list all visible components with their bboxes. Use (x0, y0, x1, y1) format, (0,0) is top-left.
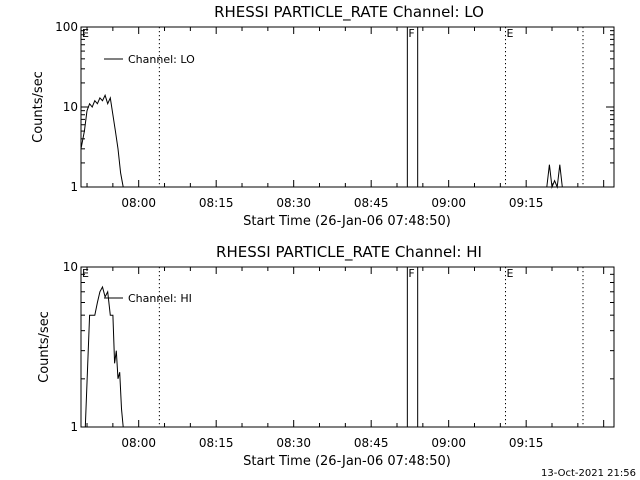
x-tick-label-0: 08:00 (121, 196, 156, 210)
x-tick-label-4: 09:00 (431, 196, 466, 210)
series-lo (80, 93, 563, 189)
annotation-2: E (507, 27, 514, 40)
panel-hi: RHESSI PARTICLE_RATE Channel: HI 08:00 08… (37, 243, 615, 469)
annotation-1: F (408, 267, 414, 280)
x-ticks-hi: 08:00 08:15 08:30 08:45 09:00 09:15 (86, 267, 605, 450)
series-line-0 (84, 285, 124, 428)
y-tick-label-1: 10 (63, 100, 78, 114)
legend-label-lo: Channel: LO (128, 53, 195, 66)
y-ticks-lo: 1 10 100 (55, 20, 614, 194)
series-line-0 (80, 93, 124, 188)
x-tick-label-5: 09:15 (509, 436, 544, 450)
chart-title-lo: RHESSI PARTICLE_RATE Channel: LO (214, 3, 484, 22)
markers-hi (158, 267, 584, 427)
y-tick-label-0: 1 (70, 420, 78, 434)
markers-lo (158, 27, 584, 187)
y-tick-label-0: 1 (70, 180, 78, 194)
footer-timestamp: 13-Oct-2021 21:56 (541, 468, 636, 479)
x-tick-label-3: 08:45 (354, 436, 389, 450)
annotation-2: E (507, 267, 514, 280)
series-hi (84, 285, 124, 428)
annotation-0: E (82, 267, 89, 280)
x-axis-label-lo: Start Time (26-Jan-06 07:48:50) (243, 214, 451, 229)
y-axis-label-lo: Counts/sec (31, 71, 46, 143)
x-tick-label-3: 08:45 (354, 196, 389, 210)
y-ticks-hi: 1 10 (63, 260, 614, 434)
x-tick-label-1: 08:15 (199, 436, 234, 450)
x-tick-label-2: 08:30 (276, 436, 311, 450)
x-tick-label-2: 08:30 (276, 196, 311, 210)
annotation-0: E (82, 27, 89, 40)
legend-label-hi: Channel: HI (128, 292, 192, 305)
plot-frame-hi (80, 266, 615, 428)
annotation-1: F (408, 27, 414, 40)
x-tick-label-0: 08:00 (121, 436, 156, 450)
y-tick-label-2: 100 (55, 20, 78, 34)
x-tick-label-1: 08:15 (199, 196, 234, 210)
y-tick-label-1: 10 (63, 260, 78, 274)
x-ticks-lo: 08:00 08:15 08:30 08:45 09:00 09:15 (86, 27, 605, 210)
y-axis-label-hi: Counts/sec (37, 311, 52, 383)
x-axis-label-hi: Start Time (26-Jan-06 07:48:50) (243, 454, 451, 469)
x-tick-label-4: 09:00 (431, 436, 466, 450)
series-line-1 (546, 164, 563, 189)
chart-title-hi: RHESSI PARTICLE_RATE Channel: HI (216, 243, 482, 262)
x-tick-label-5: 09:15 (509, 196, 544, 210)
panel-lo: RHESSI PARTICLE_RATE Channel: LO 08:00 08… (31, 3, 615, 229)
